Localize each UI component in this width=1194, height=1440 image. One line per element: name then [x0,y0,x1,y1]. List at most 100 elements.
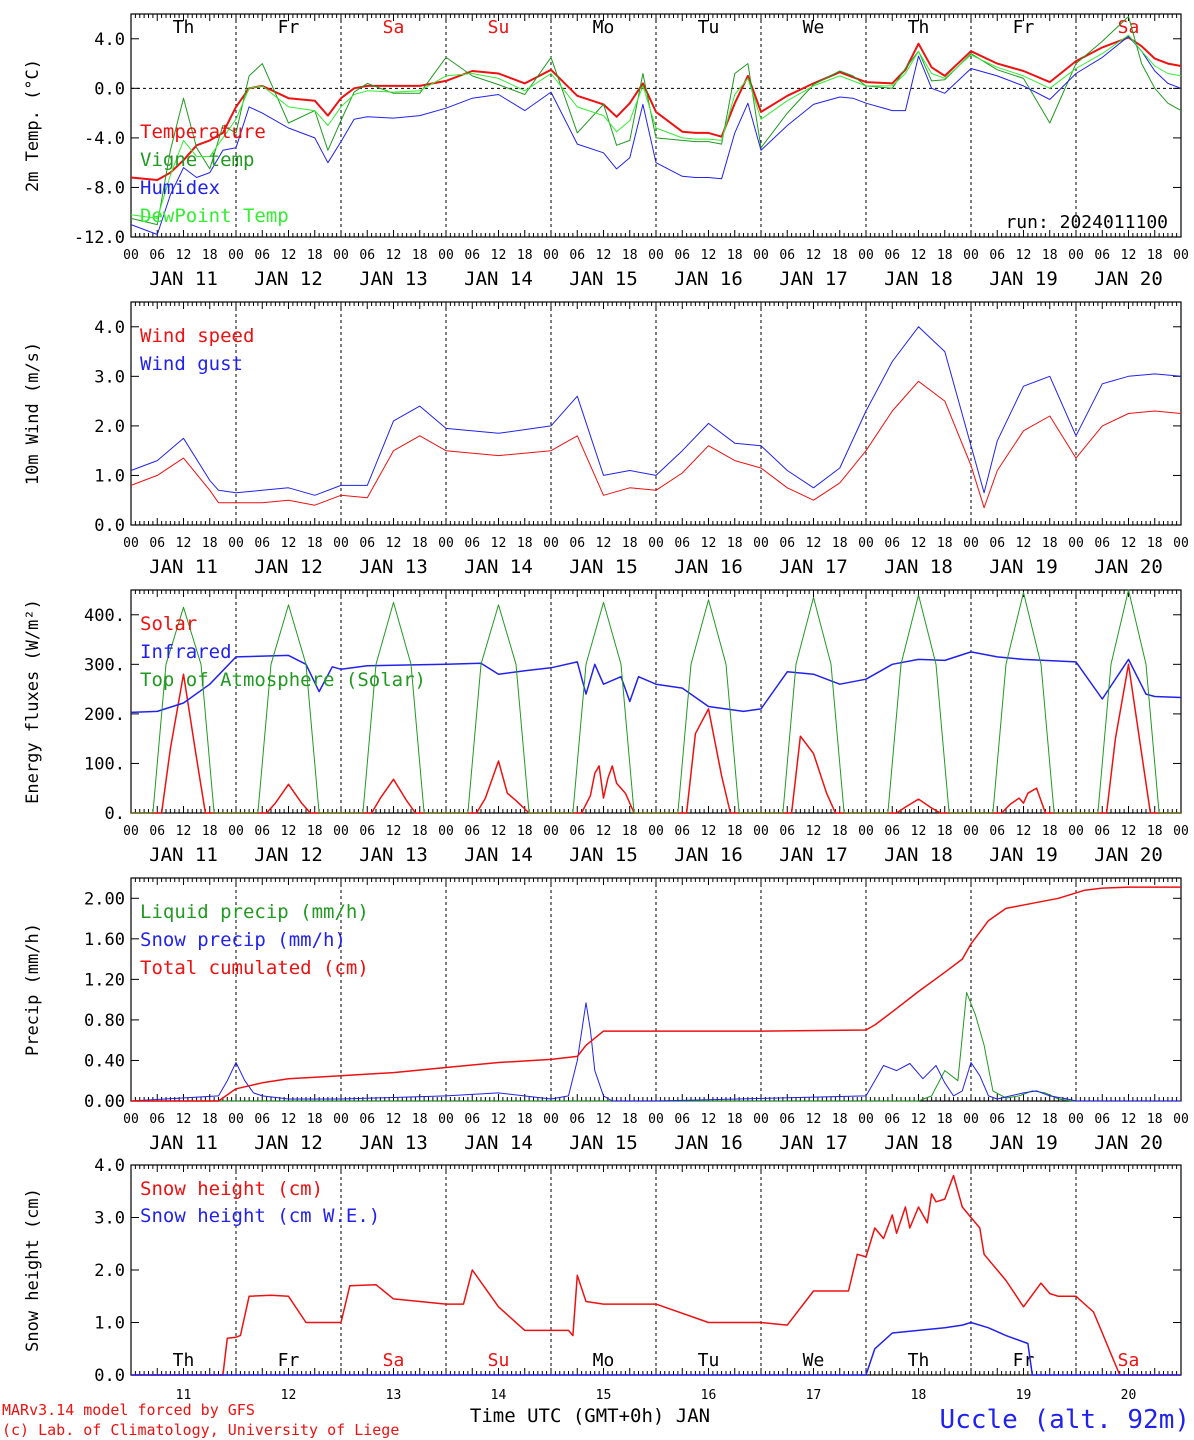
y-tick-label: 4.0 [94,30,125,50]
hour-tick-label: 00 [123,536,139,551]
hour-tick-label: 00 [753,248,769,263]
date-label: JAN 16 [674,268,743,290]
hour-tick-label: 06 [359,824,375,839]
hour-tick-label: 00 [438,824,454,839]
hour-tick-label: 12 [1121,536,1137,551]
hour-tick-label: 00 [753,824,769,839]
hour-tick-label: 18 [307,248,323,263]
panel-5: 0.0 1.0 2.0 3.0 4.0 Snow height (cm) Th Fr Sa Su M… [23,1156,1182,1403]
hour-tick-label: 18 [517,1112,533,1127]
hour-tick-label: 18 [937,248,953,263]
hour-tick-label: 12 [701,248,717,263]
hour-tick-label: 06 [1094,1112,1110,1127]
date-label: JAN 20 [1094,844,1163,866]
hour-tick-label: 06 [779,536,795,551]
hour-tick-label: 18 [727,1112,743,1127]
date-label: JAN 18 [884,1132,953,1154]
hour-tick-label: 12 [806,1112,822,1127]
y-tick-label: 1.60 [84,930,125,950]
hour-tick-label: 12 [176,536,192,551]
hour-tick-label: 00 [543,1112,559,1127]
hour-tick-label: 00 [123,1112,139,1127]
hour-tick-label: 12 [1121,248,1137,263]
date-label: JAN 15 [569,268,638,290]
y-tick-label: -8.0 [84,178,125,198]
hour-tick-label: 06 [989,248,1005,263]
hour-tick-label: 06 [884,824,900,839]
hour-tick-label: 06 [1094,824,1110,839]
hour-tick-label: 00 [648,248,664,263]
hour-tick-label: 00 [1173,824,1189,839]
hour-tick-label: 06 [674,824,690,839]
hour-tick-label: 18 [412,824,428,839]
date-label: JAN 19 [989,844,1058,866]
weekday-label: Th [908,17,930,38]
series-total-cumulated-cm [131,886,1181,1102]
hour-tick-label: 00 [1068,824,1084,839]
hour-tick-label: 00 [543,536,559,551]
hour-tick-label: 06 [989,1112,1005,1127]
series-infrared [130,651,1182,714]
y-tick-label: 1.20 [84,970,125,990]
y-axis-label: Precip (mm/h) [23,923,43,1056]
hour-tick-label: 06 [569,824,585,839]
panel-4: 0.00 0.40 0.80 1.20 1.60 2.00 Precip (mm/h) 00 0… [23,877,1189,1154]
hour-tick-label: 00 [228,536,244,551]
hour-tick-label: 06 [359,536,375,551]
day-number-label: 20 [1121,1388,1137,1403]
hour-tick-label: 18 [517,824,533,839]
date-label: JAN 13 [359,1132,428,1154]
date-label: JAN 15 [569,1132,638,1154]
date-label: JAN 18 [884,268,953,290]
hour-tick-label: 00 [963,248,979,263]
hour-tick-label: 12 [701,824,717,839]
hour-tick-label: 00 [963,824,979,839]
date-label: JAN 15 [569,844,638,866]
date-label: JAN 19 [989,556,1058,578]
hour-tick-label: 06 [359,248,375,263]
hour-tick-label: 00 [1173,1112,1189,1127]
hour-tick-label: 00 [333,536,349,551]
hour-tick-label: 12 [1016,1112,1032,1127]
day-number-label: 17 [806,1388,822,1403]
hour-tick-label: 00 [333,1112,349,1127]
hour-tick-label: 06 [464,1112,480,1127]
series-solar [131,663,1181,814]
y-tick-label: 0.80 [84,1011,125,1031]
hour-tick-label: 00 [963,1112,979,1127]
hour-tick-label: 12 [491,536,507,551]
series-snow-precip-mm-h [130,1002,1181,1102]
y-tick-label: 1.0 [94,1314,125,1334]
weekday-label: Th [908,1350,930,1371]
weekday-label: Mo [593,1350,615,1371]
hour-tick-label: 06 [884,536,900,551]
hour-tick-label: 00 [228,824,244,839]
series-snow-height-cm [131,1174,1181,1376]
hour-tick-label: 00 [648,1112,664,1127]
series-temperature [130,36,1182,181]
hour-tick-label: 12 [386,536,402,551]
hour-tick-label: 06 [989,536,1005,551]
day-number-label: 18 [911,1388,927,1403]
hour-tick-label: 00 [648,536,664,551]
y-tick-label: 4.0 [94,1156,125,1176]
hour-tick-label: 18 [1147,824,1163,839]
hour-tick-label: 12 [281,1112,297,1127]
date-label: JAN 14 [464,844,533,866]
hour-tick-label: 18 [1042,248,1058,263]
series-snow-height-cm-w-e [131,1321,1181,1376]
hour-tick-label: 00 [333,824,349,839]
weekday-label: Sa [1118,1350,1140,1371]
y-axis-label: Energy fluxes (W/m²) [23,599,43,804]
day-number-label: 15 [596,1388,612,1403]
date-label: JAN 19 [989,268,1058,290]
date-label: JAN 19 [989,1132,1058,1154]
hour-tick-label: 00 [228,1112,244,1127]
hour-tick-label: 12 [491,824,507,839]
panel-3: 0. 100. 200. 300. 400. Energy fluxes (W/m²) 00… [23,589,1189,866]
hour-tick-label: 00 [1068,248,1084,263]
lab-credit: (c) Lab. of Climatology, University of L… [2,1421,399,1439]
hour-tick-label: 12 [701,536,717,551]
hour-tick-label: 12 [1121,1112,1137,1127]
hour-tick-label: 18 [517,248,533,263]
